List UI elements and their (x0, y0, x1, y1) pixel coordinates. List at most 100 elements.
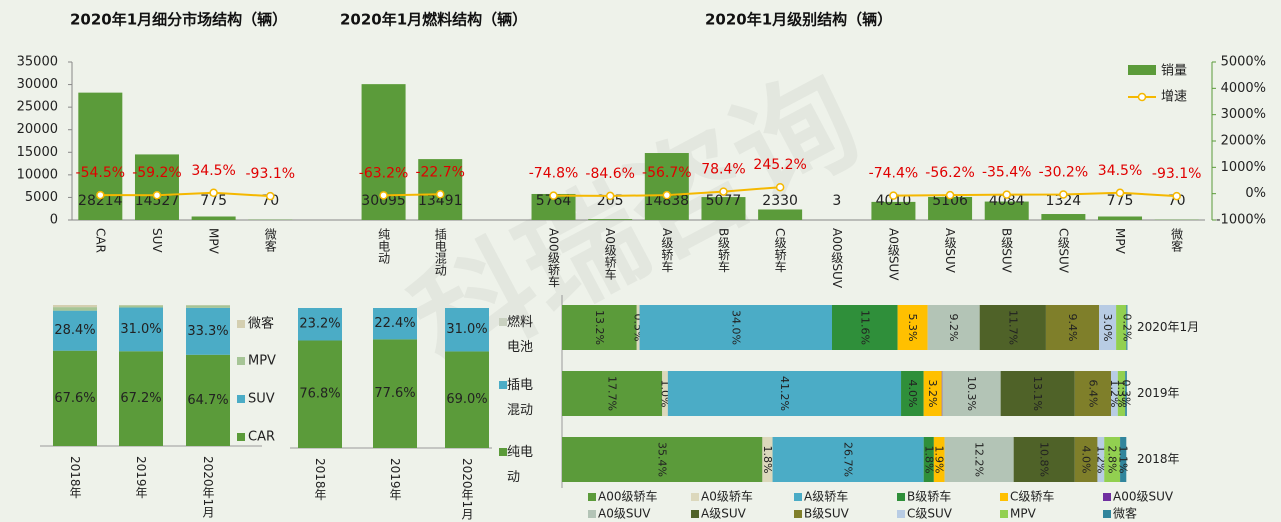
legend-label: 销量 (1161, 64, 1187, 79)
bar-value-label: 70 (1168, 193, 1186, 209)
growth-label: -30.2% (1039, 164, 1089, 180)
segment-label: 41.2% (778, 376, 791, 411)
bar-segment (119, 351, 163, 446)
x-tick-label: MPV (207, 228, 221, 255)
segment-label: 77.6% (374, 386, 415, 401)
legend-swatch (1103, 510, 1111, 518)
segment-label: 31.0% (120, 322, 161, 337)
legend-swatch (897, 493, 905, 501)
legend-swatch (237, 433, 245, 441)
y2-tick-label: 5000% (1221, 55, 1266, 70)
bar-value-label: 14527 (135, 193, 180, 209)
bar-segment (667, 371, 902, 416)
x-tick-label: A级轿车 (660, 228, 674, 273)
y-tick-label: 15000 (17, 145, 58, 160)
x-tick-label: C级轿车 (773, 228, 787, 273)
x-tick-label: 微客 (263, 228, 277, 253)
growth-marker (945, 190, 955, 200)
segment-label: 1.2% (1094, 446, 1107, 474)
growth-marker (1002, 190, 1011, 199)
bar-segment (923, 371, 942, 416)
x-tick-label: A00级轿车 (547, 228, 561, 288)
bar-value-label: 2330 (762, 193, 798, 209)
segment-label: 22.4% (374, 316, 415, 331)
legend-marker (1137, 92, 1147, 102)
growth-marker (775, 182, 785, 192)
segment-label: 12.2% (973, 442, 986, 477)
bar-value-label: 1324 (1046, 193, 1082, 209)
bar-segment (933, 437, 945, 482)
segment-label: 3.2% (926, 380, 939, 408)
growth-marker (1115, 188, 1125, 198)
segment-label: 33.3% (187, 324, 228, 339)
segment-label: 34.0% (729, 310, 742, 345)
x-tick-label: MPV (1113, 228, 1127, 255)
x-tick-label: 2018年 (313, 458, 327, 501)
bar (701, 197, 746, 220)
growth-label: -35.4% (982, 165, 1032, 181)
legend-swatch (897, 510, 905, 518)
segment-label: 35.4% (656, 442, 669, 477)
legend-label: C级SUV (907, 507, 953, 521)
bar-segment (897, 305, 928, 350)
growth-marker (435, 190, 445, 199)
bar-segment (1045, 305, 1100, 350)
bar (134, 154, 179, 220)
growth-label: -63.2% (359, 165, 409, 181)
bar-value-label: 4010 (876, 193, 912, 209)
legend-swatch (237, 320, 245, 328)
bar-segment (1099, 305, 1117, 350)
bar-segment (186, 305, 230, 308)
segment-label: 31.0% (446, 322, 487, 337)
x-tick-label: SUV (150, 228, 164, 253)
x-tick-label: B级SUV (1000, 228, 1014, 274)
y2-tick-label: 4000% (1221, 81, 1266, 96)
bar-segment (1074, 371, 1112, 416)
x-tick-label: 2020年1月 (201, 456, 215, 519)
segment-label: 0.2% (1120, 314, 1133, 342)
bar-segment (562, 305, 637, 350)
growth-marker (379, 191, 388, 200)
growth-marker (209, 188, 218, 198)
y-tick-label: 2019年 (1137, 386, 1180, 400)
growth-label: -22.7% (415, 164, 465, 180)
y-tick-label: 0 (50, 213, 58, 228)
legend-label: C级轿车 (1010, 489, 1054, 504)
bar-segment (298, 340, 342, 448)
growth-label: -59.2% (132, 165, 182, 181)
segment-label: 13.1% (1031, 376, 1044, 411)
legend-label: B级轿车 (907, 489, 951, 504)
bar-segment (772, 437, 924, 482)
growth-marker (605, 191, 615, 201)
segment-label: 6.4% (1086, 380, 1099, 408)
segment-label: 11.7% (1006, 310, 1019, 345)
growth-label: 78.4% (701, 162, 745, 178)
bar-segment (562, 437, 763, 482)
bar-segment (941, 371, 943, 416)
growth-marker (152, 190, 162, 200)
legend-label: SUV (248, 392, 275, 407)
bar-segment (831, 305, 898, 350)
legend-swatch (1000, 510, 1008, 518)
x-tick-label: 2018年 (68, 456, 82, 499)
y2-tick-label: 3000% (1221, 107, 1266, 122)
segment-label: 4.0% (1080, 446, 1093, 474)
growth-label: -93.1% (1152, 166, 1202, 182)
bar (984, 201, 1029, 220)
segment-label: 11.6% (858, 310, 871, 345)
segment-label: 1.2% (1108, 380, 1121, 408)
bar-segment (1097, 437, 1105, 482)
bar-segment (53, 305, 97, 308)
y-tick-label: 20000 (17, 122, 58, 137)
segment-label: 9.2% (947, 314, 960, 342)
bar-segment (762, 437, 773, 482)
segment-label: 1.9% (933, 446, 946, 474)
bar-segment (1125, 371, 1127, 416)
bar-segment (53, 350, 97, 446)
y2-tick-label: -1000% (1216, 213, 1266, 228)
growth-marker (549, 191, 558, 200)
segment-label: 0.3% (1120, 380, 1133, 408)
segment-label: 67.2% (120, 391, 161, 406)
bar (418, 159, 463, 220)
